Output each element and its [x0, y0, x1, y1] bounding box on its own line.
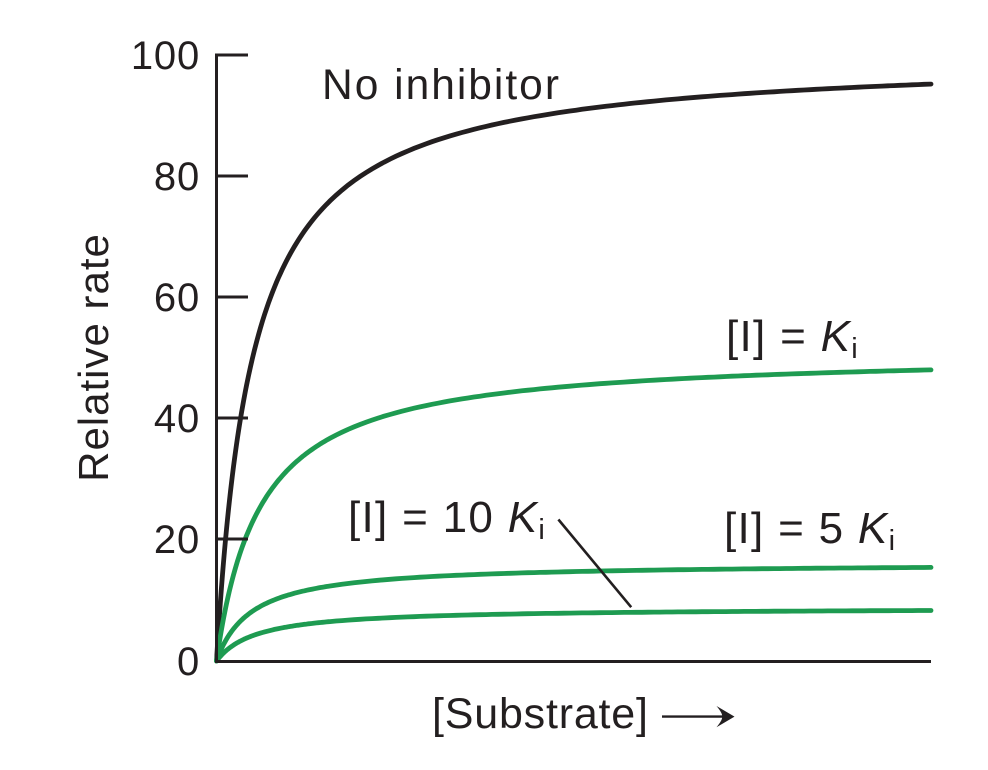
svg-text:40: 40	[154, 397, 200, 441]
svg-text:20: 20	[154, 518, 200, 562]
svg-text:100: 100	[131, 34, 200, 78]
svg-text:[I] = 5 Ki: [I] = 5 Ki	[724, 504, 896, 557]
svg-text:0: 0	[177, 640, 200, 684]
svg-text:Relative rate: Relative rate	[70, 233, 117, 482]
svg-text:60: 60	[154, 276, 200, 320]
svg-text:80: 80	[154, 155, 200, 199]
svg-text:No inhibitor: No inhibitor	[322, 62, 561, 109]
svg-text:[I] = 10 Ki: [I] = 10 Ki	[348, 493, 546, 546]
svg-text:[I] = Ki: [I] = Ki	[726, 312, 859, 365]
svg-text:[Substrate]: [Substrate]	[432, 690, 649, 738]
